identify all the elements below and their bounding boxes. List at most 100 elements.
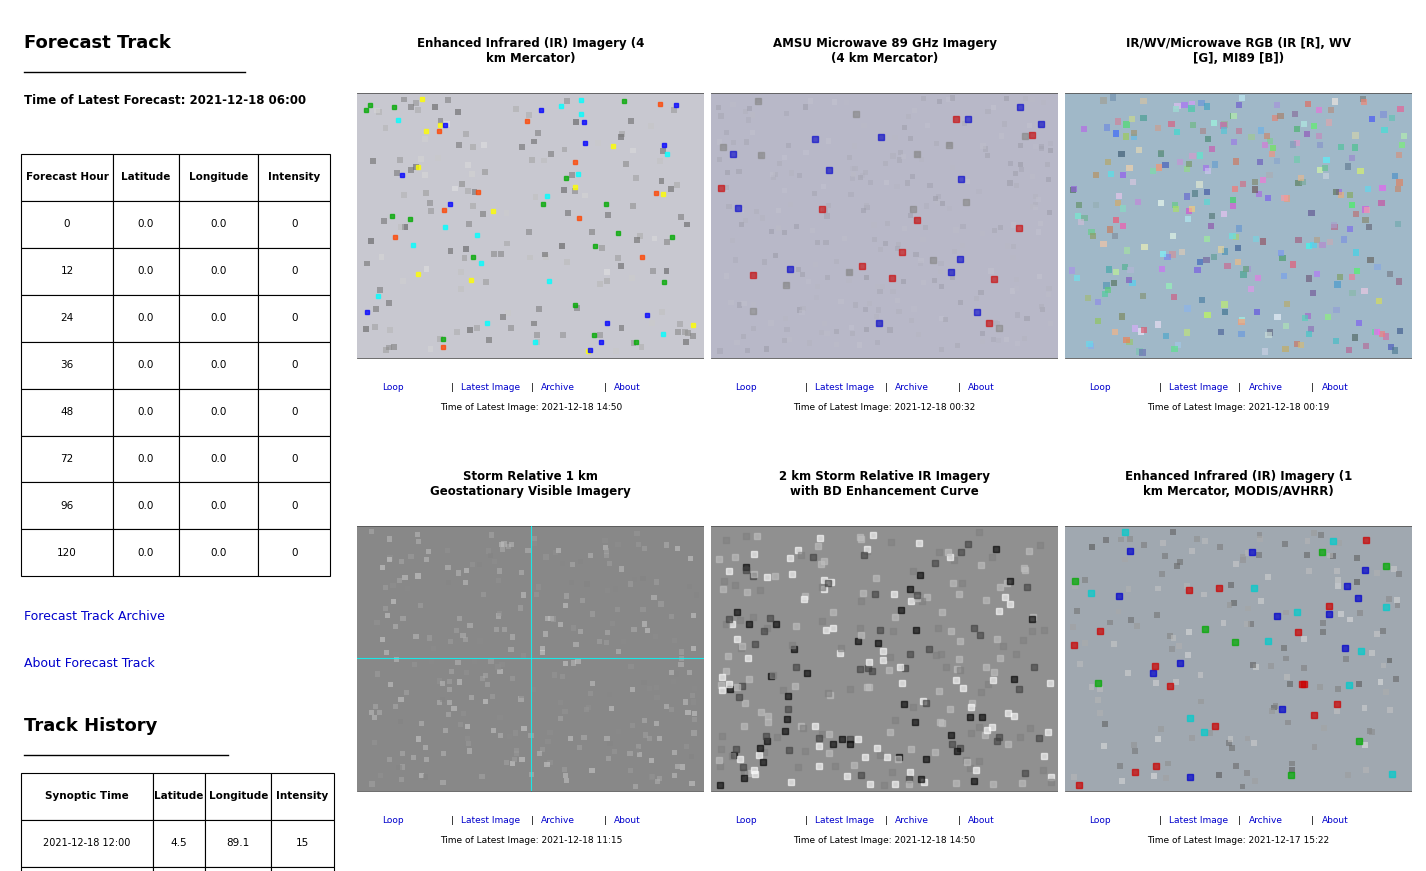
Point bbox=[436, 707, 459, 721]
Point bbox=[717, 199, 740, 213]
Point bbox=[903, 302, 925, 316]
Point bbox=[1174, 98, 1196, 112]
Point bbox=[489, 665, 512, 679]
Point bbox=[1118, 273, 1141, 287]
Point bbox=[714, 182, 737, 196]
Point bbox=[722, 136, 744, 150]
Point bbox=[1181, 97, 1204, 111]
Point bbox=[977, 149, 1000, 163]
Point bbox=[1293, 661, 1316, 675]
Point bbox=[488, 564, 511, 577]
Point bbox=[394, 220, 416, 234]
Text: Archive: Archive bbox=[542, 816, 575, 825]
Point bbox=[874, 175, 897, 189]
Text: About: About bbox=[968, 383, 994, 392]
Point bbox=[365, 302, 388, 316]
Point bbox=[1373, 123, 1396, 137]
Point bbox=[1288, 233, 1310, 247]
Text: 0.0: 0.0 bbox=[210, 360, 227, 370]
Point bbox=[593, 533, 616, 547]
Point bbox=[948, 296, 971, 310]
Point bbox=[385, 647, 408, 661]
Point bbox=[1279, 678, 1302, 692]
Point bbox=[930, 312, 953, 326]
FancyBboxPatch shape bbox=[258, 530, 331, 577]
Point bbox=[727, 298, 750, 312]
Point bbox=[1315, 169, 1338, 183]
Point bbox=[1145, 676, 1168, 690]
Text: |: | bbox=[884, 383, 887, 392]
Point bbox=[927, 190, 950, 204]
Point bbox=[957, 112, 980, 126]
Text: Archive: Archive bbox=[896, 383, 928, 392]
Point bbox=[1095, 120, 1118, 134]
Point bbox=[1265, 153, 1288, 167]
Point bbox=[1102, 637, 1125, 651]
Point bbox=[937, 92, 960, 106]
FancyBboxPatch shape bbox=[205, 820, 271, 867]
Point bbox=[1288, 176, 1310, 190]
Point bbox=[1196, 132, 1219, 145]
Point bbox=[456, 184, 479, 198]
Point bbox=[663, 675, 686, 689]
Point bbox=[640, 316, 663, 330]
Text: 0.0: 0.0 bbox=[138, 314, 154, 323]
Point bbox=[385, 166, 408, 180]
Point bbox=[388, 760, 411, 774]
Point bbox=[495, 756, 518, 770]
Point bbox=[1386, 598, 1409, 612]
Point bbox=[576, 630, 599, 644]
Point bbox=[622, 683, 645, 697]
Point bbox=[1358, 220, 1380, 234]
Point bbox=[1258, 327, 1281, 341]
Point bbox=[1004, 166, 1027, 180]
Point bbox=[985, 317, 1008, 331]
Point bbox=[1272, 268, 1295, 282]
Point bbox=[1383, 562, 1406, 576]
Point bbox=[660, 703, 683, 717]
Point bbox=[1195, 186, 1218, 199]
Point bbox=[761, 171, 784, 185]
Point bbox=[727, 201, 750, 215]
Point bbox=[665, 667, 687, 681]
Text: |: | bbox=[884, 816, 887, 825]
Text: |: | bbox=[1310, 383, 1315, 392]
Point bbox=[1252, 173, 1275, 187]
Point bbox=[573, 189, 596, 203]
FancyBboxPatch shape bbox=[178, 201, 258, 247]
Point bbox=[434, 723, 456, 737]
Point bbox=[424, 99, 446, 113]
Point bbox=[1107, 196, 1129, 210]
Point bbox=[509, 601, 532, 615]
Point bbox=[1375, 685, 1397, 699]
Text: Time of Latest Image: 2021-12-18 14:50: Time of Latest Image: 2021-12-18 14:50 bbox=[793, 836, 975, 846]
FancyBboxPatch shape bbox=[113, 154, 178, 201]
Point bbox=[1236, 545, 1259, 559]
Point bbox=[1021, 170, 1044, 184]
Point bbox=[627, 537, 650, 551]
Point bbox=[1375, 329, 1397, 343]
Point bbox=[404, 658, 426, 672]
Point bbox=[1068, 198, 1091, 212]
Point bbox=[429, 332, 452, 346]
Point bbox=[1204, 250, 1226, 264]
Point bbox=[560, 575, 583, 589]
Point bbox=[607, 645, 630, 658]
Point bbox=[1188, 178, 1211, 192]
Point bbox=[553, 143, 576, 157]
Point bbox=[422, 641, 445, 655]
Point bbox=[1209, 242, 1232, 256]
Point bbox=[810, 202, 833, 216]
Point bbox=[1296, 535, 1319, 549]
Point bbox=[418, 196, 441, 210]
Point bbox=[1105, 126, 1128, 140]
Point bbox=[374, 580, 396, 594]
Point bbox=[1231, 314, 1253, 328]
Point bbox=[844, 107, 867, 121]
Point bbox=[632, 571, 655, 585]
Point bbox=[633, 714, 656, 728]
FancyBboxPatch shape bbox=[113, 436, 178, 483]
Point bbox=[1191, 293, 1214, 307]
Point bbox=[645, 680, 667, 694]
Point bbox=[1212, 124, 1235, 138]
